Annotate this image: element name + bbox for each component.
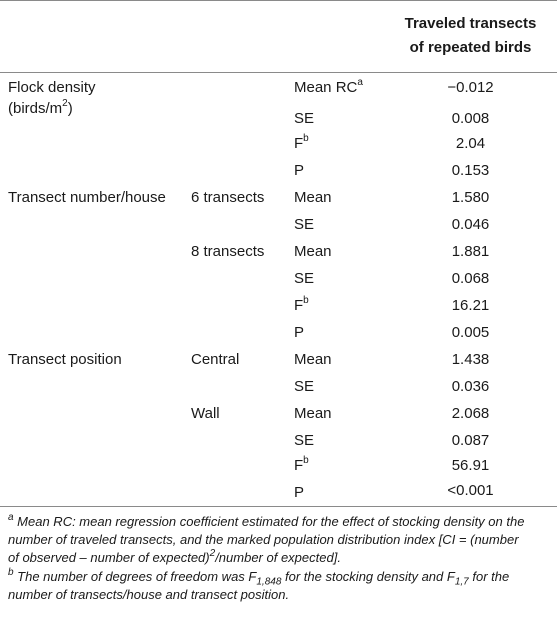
row-label-transect-number: Transect number/house [8,189,166,206]
stat-value: 0.036 [451,378,490,395]
stat-value: 0.068 [451,270,490,287]
stat-value: −0.012 [447,79,494,96]
footnote-a-line1: a Mean RC: mean regression coefficient e… [8,511,525,529]
group-label: 6 transects [191,189,265,206]
row-label-flock-density: Flock density [8,79,96,96]
stat-label: Mean [294,351,332,368]
top-rule [0,0,557,1]
footnote-b-line1: b The number of degrees of freedom was F… [8,566,510,588]
stat-value: 2.04 [455,135,486,152]
stat-value: 56.91 [451,457,490,474]
stat-value: 0.005 [451,324,490,341]
footnote-a-line3: of observed – number of expected)2/numbe… [8,547,341,565]
footnote-a-line2: number of traveled transects, and the ma… [8,532,519,547]
stat-value: 1.881 [451,243,490,260]
column-header-line2: of repeated birds [409,39,532,56]
row-label-flock-density-unit: (birds/m2) [8,98,73,118]
footnote-b-line2: number of transects/house and transect p… [8,587,290,602]
stat-label: Mean RCa [294,77,363,97]
stat-label: Fb [294,133,309,153]
stat-label: Mean [294,243,332,260]
group-label: Central [191,351,240,368]
stat-label: SE [294,110,315,127]
header-rule [0,72,557,73]
stat-label: P [294,484,305,501]
stat-value: <0.001 [447,482,494,499]
stat-value: 2.068 [451,405,490,422]
stat-label: Mean [294,405,332,422]
footnote-a: a Mean RC: mean regression coefficient e… [8,511,553,567]
stat-label: SE [294,270,315,287]
stat-label: Fb [294,295,309,315]
stat-value: 0.008 [451,110,490,127]
row-label-transect-position: Transect position [8,351,122,368]
stat-label: SE [294,432,315,449]
stat-label: SE [294,216,315,233]
stat-label: P [294,324,305,341]
stat-label: Mean [294,189,332,206]
stat-value: 0.153 [451,162,490,179]
stat-label: SE [294,378,315,395]
stat-value: 0.046 [451,216,490,233]
stat-value: 0.087 [451,432,490,449]
stat-value: 1.438 [451,351,490,368]
group-label: Wall [191,405,220,422]
footnote-b: b The number of degrees of freedom was F… [8,566,553,604]
stat-label: P [294,162,305,179]
column-header: Traveled transects of repeated birds [384,12,557,60]
stat-label: Fb [294,455,309,475]
bottom-rule [0,506,557,507]
column-header-line1: Traveled transects [404,15,537,32]
group-label: 8 transects [191,243,265,260]
stat-value: 1.580 [451,189,490,206]
stat-value: 16.21 [451,297,490,314]
